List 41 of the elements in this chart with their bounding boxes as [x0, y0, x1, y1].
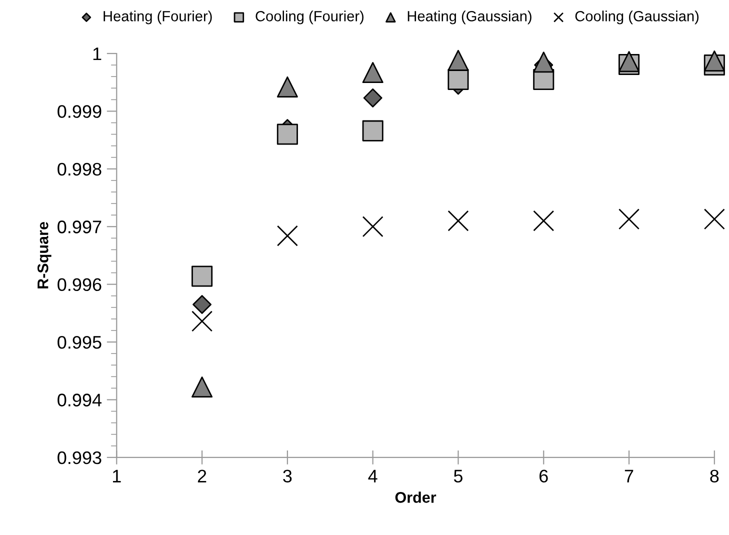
legend-label: Cooling (Fourier)	[256, 10, 364, 24]
point	[192, 310, 213, 332]
x-tick-label: 1	[112, 470, 121, 482]
point	[448, 50, 469, 71]
y-tick-label: 0.999	[58, 105, 102, 118]
legend-label: Heating (Gaussian)	[408, 10, 532, 24]
point	[192, 295, 212, 314]
point	[448, 210, 469, 232]
y-tick-label: 0.994	[58, 394, 102, 406]
x-tick-label: 6	[540, 470, 548, 482]
point	[363, 88, 382, 108]
x-tick-label: 7	[624, 470, 634, 482]
point	[704, 208, 725, 230]
y-axis-title: R-Square	[37, 222, 52, 288]
x-tick-label: 2	[198, 470, 206, 482]
point	[533, 210, 554, 232]
x-tick-label: 4	[368, 470, 378, 482]
y-tick-label: 0.993	[58, 451, 102, 464]
point	[276, 124, 298, 145]
y-tick-label: 0.998	[58, 162, 102, 176]
point	[448, 68, 469, 90]
point	[704, 50, 725, 72]
x-tick-label: 5	[454, 470, 462, 482]
point	[362, 62, 384, 84]
y-tick-label: 0.997	[58, 220, 102, 234]
point	[276, 225, 298, 246]
y-tick-label: 1	[93, 48, 102, 60]
point	[362, 216, 384, 238]
x-tick-label: 3	[283, 470, 292, 482]
x-tick-label: 8	[710, 470, 719, 482]
point	[533, 52, 554, 73]
point	[192, 266, 213, 287]
x-axis-title: Order	[395, 492, 436, 503]
point	[192, 376, 213, 398]
legend-label: Heating (Fourier)	[104, 10, 212, 24]
point	[362, 120, 384, 142]
legend-label: Cooling (Gaussian)	[575, 10, 699, 24]
y-tick-label: 0.996	[58, 278, 102, 292]
point	[276, 76, 298, 98]
y-tick-label: 0.995	[58, 336, 102, 349]
point	[618, 208, 640, 230]
